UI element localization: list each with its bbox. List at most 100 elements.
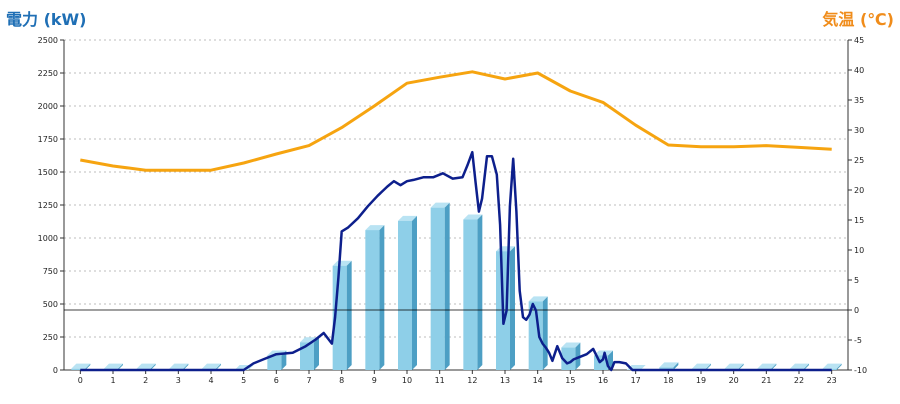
bar-top xyxy=(71,363,91,369)
x-tick-label: 18 xyxy=(663,376,673,385)
right-axis-title: 気温 (℃) xyxy=(822,10,894,29)
x-tick-label: 15 xyxy=(565,376,575,385)
bar xyxy=(528,301,543,370)
bar-top xyxy=(790,363,809,369)
x-tick-label: 11 xyxy=(435,376,445,385)
right-tick-label: 25 xyxy=(854,156,864,165)
x-tick-label: 12 xyxy=(467,376,477,385)
bar-side xyxy=(150,363,156,370)
bar-top xyxy=(398,215,417,221)
bar-side xyxy=(412,215,417,370)
bar-top xyxy=(202,363,221,369)
right-tick-label: -10 xyxy=(854,366,867,375)
left-tick-label: 1000 xyxy=(38,234,58,243)
right-tick-label: 10 xyxy=(854,246,864,255)
x-tick-label: 0 xyxy=(78,376,83,385)
x-tick-label: 21 xyxy=(761,376,771,385)
left-tick-label: 1500 xyxy=(38,168,58,177)
bar-side xyxy=(575,342,581,370)
bar-side xyxy=(314,337,319,370)
bar-side xyxy=(281,350,287,370)
x-tick-label: 9 xyxy=(372,376,377,385)
right-tick-label: 15 xyxy=(854,216,864,225)
x-tick-label: 3 xyxy=(176,376,181,385)
bar-side xyxy=(346,260,352,370)
bar xyxy=(430,207,445,370)
left-tick-label: 750 xyxy=(43,267,58,276)
left-tick-label: 250 xyxy=(43,333,58,342)
x-tick-label: 5 xyxy=(241,376,246,385)
bar-top xyxy=(332,260,352,266)
x-tick-label: 10 xyxy=(402,376,412,385)
left-axis-title: 電力 (kW) xyxy=(6,10,87,29)
bar-side xyxy=(608,350,613,370)
bar xyxy=(463,219,478,370)
bar-side xyxy=(804,363,809,370)
bar xyxy=(365,230,380,370)
x-tick-label: 7 xyxy=(306,376,311,385)
x-tick-label: 22 xyxy=(794,376,804,385)
bar-side xyxy=(836,363,842,370)
right-tick-label: -5 xyxy=(854,336,862,345)
x-tick-label: 14 xyxy=(533,376,543,385)
bar-top xyxy=(104,363,123,369)
x-tick-label: 19 xyxy=(696,376,706,385)
bar-side xyxy=(477,214,483,370)
bar-top xyxy=(692,363,711,369)
bar-side xyxy=(216,363,221,370)
x-tick-label: 4 xyxy=(208,376,213,385)
right-tick-label: 35 xyxy=(854,96,864,105)
x-tick-label: 2 xyxy=(143,376,148,385)
x-tick-label: 1 xyxy=(110,376,115,385)
bar-top xyxy=(136,363,156,369)
bar xyxy=(398,220,412,370)
x-tick-label: 8 xyxy=(339,376,344,385)
bar-top xyxy=(724,363,744,369)
bar-side xyxy=(706,363,711,370)
bar-side xyxy=(118,363,123,370)
bar-side xyxy=(542,296,548,370)
left-tick-label: 1750 xyxy=(38,135,58,144)
bar-top xyxy=(463,214,483,220)
bar-side xyxy=(771,363,777,370)
power-line xyxy=(80,150,832,372)
x-tick-label: 13 xyxy=(500,376,510,385)
right-tick-label: 40 xyxy=(854,66,864,75)
left-tick-label: 0 xyxy=(53,366,58,375)
bar-top xyxy=(822,363,842,369)
x-tick-label: 23 xyxy=(827,376,837,385)
bar-side xyxy=(85,363,91,370)
x-tick-label: 20 xyxy=(729,376,739,385)
left-tick-label: 2500 xyxy=(38,36,58,45)
left-tick-label: 2000 xyxy=(38,102,58,111)
bar-side xyxy=(444,202,450,370)
x-tick-label: 17 xyxy=(631,376,641,385)
bar xyxy=(561,347,576,370)
right-tick-label: 0 xyxy=(854,306,859,315)
bar-top xyxy=(659,362,679,368)
bar-top xyxy=(561,342,581,348)
right-tick-label: 20 xyxy=(854,186,864,195)
temperature-line xyxy=(80,70,832,172)
bar-top xyxy=(430,202,450,208)
bar xyxy=(300,342,314,370)
right-tick-label: 5 xyxy=(854,276,859,285)
right-tick-label: 45 xyxy=(854,36,864,45)
x-tick-label: 16 xyxy=(598,376,608,385)
bar-side xyxy=(379,225,385,370)
left-tick-label: 1250 xyxy=(38,201,58,210)
bar-top xyxy=(757,363,777,369)
bar-side xyxy=(673,362,679,370)
bar-top xyxy=(365,225,385,231)
left-tick-label: 500 xyxy=(43,300,58,309)
bar-side xyxy=(738,363,744,370)
bar xyxy=(71,368,86,370)
bar-side xyxy=(183,363,189,370)
bar-side xyxy=(510,246,515,370)
x-tick-label: 6 xyxy=(274,376,279,385)
bar xyxy=(267,355,282,370)
bar-top xyxy=(169,363,189,369)
bar xyxy=(659,367,674,370)
